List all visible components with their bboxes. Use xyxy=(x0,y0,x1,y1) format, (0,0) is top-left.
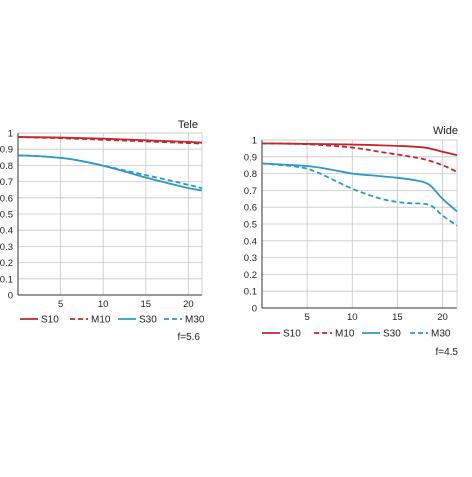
y-tick-label: 0.1 xyxy=(244,287,257,298)
y-tick-label: 0.3 xyxy=(244,253,257,264)
legend-label-m30: M30 xyxy=(431,329,451,340)
x-tick-label: 20 xyxy=(183,299,194,310)
y-tick-label: 0.3 xyxy=(0,242,13,253)
series-line-m10 xyxy=(17,136,203,145)
y-tick-label: 0.8 xyxy=(0,161,13,172)
y-tick-label: 0.8 xyxy=(244,169,257,180)
y-tick-label: 0.7 xyxy=(0,177,13,188)
x-tick-label: 5 xyxy=(304,312,309,323)
y-tick-label: 0.1 xyxy=(0,274,13,285)
y-tick-label: 0.6 xyxy=(0,193,13,204)
series-line-s30 xyxy=(261,162,458,213)
series-line-m30 xyxy=(17,154,203,189)
aperture-note: f=4.5 xyxy=(435,347,458,358)
y-tick-label: 0.5 xyxy=(244,220,257,231)
legend-label-m10: M10 xyxy=(335,329,355,340)
y-tick-label: 0.4 xyxy=(244,236,257,247)
legend-label-s30: S30 xyxy=(139,315,157,326)
y-tick-label: 1 xyxy=(252,136,257,147)
y-tick-label: 0.2 xyxy=(0,258,13,269)
x-tick-label: 20 xyxy=(437,312,448,323)
series-line-m10 xyxy=(261,142,458,173)
y-tick-label: 0.4 xyxy=(0,226,13,237)
series-line-s10 xyxy=(17,136,203,144)
wide-mtf-chart: 00.10.20.30.40.50.60.70.80.915 10 15 20Wide… xyxy=(244,125,459,358)
y-tick-label: 0 xyxy=(252,304,257,315)
y-tick-label: 0.2 xyxy=(244,270,257,281)
x-tick-label: 5 xyxy=(58,299,63,310)
y-tick-label: 0.9 xyxy=(244,152,257,163)
aperture-note: f=5.6 xyxy=(177,332,200,343)
x-tick-label: 10 xyxy=(98,299,109,310)
x-tick-label: 15 xyxy=(392,312,403,323)
y-tick-label: 0.7 xyxy=(244,186,257,197)
chart-title: Tele xyxy=(178,119,198,131)
y-tick-label: 0.9 xyxy=(0,145,13,156)
y-tick-label: 0.6 xyxy=(244,203,257,214)
y-tick-label: 1 xyxy=(8,129,13,140)
legend-label-s30: S30 xyxy=(383,329,401,340)
legend-label-m10: M10 xyxy=(91,315,111,326)
legend-label-m30: M30 xyxy=(185,315,205,326)
legend-label-s10: S10 xyxy=(41,315,59,326)
series-line-s30 xyxy=(17,154,203,192)
series-line-s10 xyxy=(261,142,458,156)
legend-label-s10: S10 xyxy=(283,329,301,340)
chart-title: Wide xyxy=(433,125,458,137)
y-tick-label: 0.5 xyxy=(0,210,13,221)
tele-mtf-chart: 00.10.20.30.40.50.60.70.80.915 10 15 20Tele… xyxy=(0,119,205,343)
series-line-m30 xyxy=(261,162,458,227)
x-tick-label: 15 xyxy=(140,299,151,310)
y-tick-label: 0 xyxy=(8,291,13,302)
x-tick-label: 10 xyxy=(347,312,358,323)
